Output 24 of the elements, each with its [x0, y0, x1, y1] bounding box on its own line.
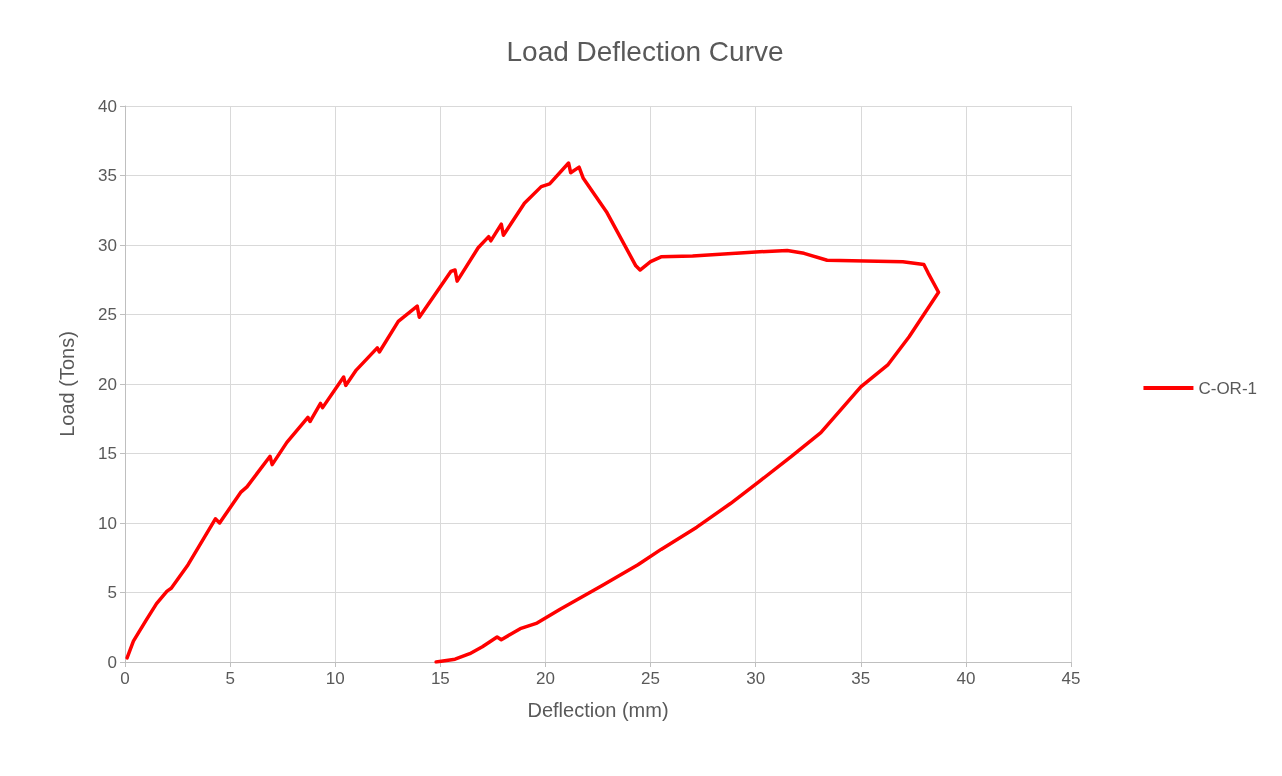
- y-axis-title: Load (Tons): [56, 331, 78, 437]
- x-tick-label: 40: [956, 669, 976, 688]
- y-tick-label: 25: [98, 305, 117, 324]
- y-tick-label: 30: [98, 235, 117, 255]
- y-tick-label: 35: [98, 166, 117, 185]
- chart-title: Load Deflection Curve: [506, 35, 784, 67]
- x-tick-label: 25: [641, 669, 661, 688]
- y-tick-label: 40: [98, 96, 117, 116]
- x-tick-label: 30: [746, 669, 766, 688]
- y-tick-label: 10: [98, 513, 117, 533]
- x-tick-label: 15: [430, 669, 450, 688]
- x-tick-label: 20: [535, 669, 555, 688]
- y-tick-label: 20: [98, 374, 117, 394]
- x-tick-label: 5: [225, 669, 235, 688]
- y-tick-label: 0: [107, 652, 117, 672]
- x-tick-label: 10: [325, 669, 345, 688]
- y-tick-label: 5: [107, 583, 117, 602]
- x-tick-label: 45: [1061, 669, 1081, 688]
- x-axis-title: Deflection (mm): [527, 699, 669, 721]
- legend-label: C-OR-1: [1198, 378, 1258, 398]
- x-tick-label: 35: [851, 669, 871, 688]
- x-tick-label: 0: [120, 669, 130, 688]
- line-series: [125, 161, 941, 664]
- y-tick-label: 15: [98, 444, 117, 463]
